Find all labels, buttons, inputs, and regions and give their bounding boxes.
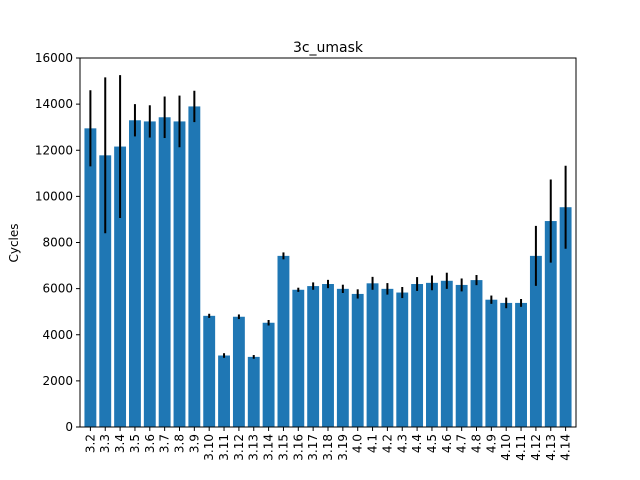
y-tick-label: 8000 — [42, 236, 73, 250]
y-tick-label: 10000 — [35, 189, 73, 203]
x-tick-label: 3.15 — [276, 434, 290, 461]
x-tick-label: 4.14 — [559, 434, 573, 461]
x-tick-label: 4.8 — [470, 434, 484, 453]
bar — [559, 207, 572, 427]
error-bars-group — [89, 75, 567, 359]
x-tick-label: 4.11 — [514, 434, 528, 461]
y-tick-label: 12000 — [35, 143, 73, 157]
x-tick-label: 4.7 — [455, 434, 469, 453]
bar — [158, 117, 171, 427]
bar — [188, 106, 201, 428]
x-tick-label: 4.0 — [351, 434, 365, 453]
y-axis: 0 2000 4000 6000 8000 10000 12000 14000 16000 — [35, 51, 80, 434]
x-tick-label: 3.9 — [187, 434, 201, 453]
bar — [336, 288, 349, 427]
x-tick-label: 3.19 — [336, 434, 350, 461]
x-tick-label: 4.10 — [499, 434, 513, 461]
x-tick-label: 4.2 — [380, 434, 394, 453]
x-tick-label: 3.3 — [98, 434, 112, 453]
bar — [470, 280, 483, 427]
plot-frame — [79, 57, 577, 428]
x-tick-label: 3.16 — [291, 434, 305, 461]
x-tick-label: 4.13 — [544, 434, 558, 461]
bar — [247, 356, 260, 427]
bar — [366, 283, 379, 427]
bar — [114, 146, 127, 427]
x-tick-label: 4.5 — [425, 434, 439, 453]
bar — [307, 286, 320, 427]
bar — [515, 302, 527, 427]
y-tick-label: 4000 — [42, 328, 73, 342]
x-tick-label: 3.17 — [306, 434, 320, 461]
bar — [129, 120, 141, 428]
x-tick-label: 4.6 — [440, 434, 454, 453]
y-tick-label: 6000 — [42, 282, 73, 296]
x-tick-label: 3.6 — [143, 434, 157, 453]
x-tick-label: 4.9 — [484, 434, 498, 453]
bar — [322, 284, 334, 427]
bar — [84, 128, 97, 427]
bar — [455, 284, 468, 427]
x-tick-label: 4.3 — [395, 434, 409, 453]
x-tick-label: 3.14 — [262, 434, 276, 461]
y-tick-label: 2000 — [42, 374, 73, 388]
bar — [218, 355, 230, 427]
x-tick-label: 3.7 — [158, 434, 172, 453]
bar — [292, 289, 305, 427]
x-tick-label: 3.2 — [83, 434, 97, 453]
bar — [500, 302, 513, 427]
x-tick-label: 3.13 — [247, 434, 261, 461]
x-tick-label: 3.4 — [113, 434, 127, 453]
bar — [143, 121, 156, 427]
bar — [426, 282, 438, 427]
x-axis: 3.2 3.3 3.4 3.5 3.6 3.7 3.8 3.9 3.10 3.11 3.12 3.13… — [83, 427, 573, 461]
bar — [232, 316, 245, 427]
bar — [99, 155, 112, 428]
y-tick-label: 0 — [65, 420, 73, 434]
y-axis-label: Cycles — [7, 223, 21, 262]
x-tick-label: 3.10 — [202, 434, 216, 461]
x-tick-label: 3.8 — [172, 434, 186, 453]
x-tick-label: 3.12 — [232, 434, 246, 461]
bar — [351, 293, 364, 427]
chart-title: 3c_umask — [293, 40, 364, 56]
x-tick-label: 3.18 — [321, 434, 335, 461]
bar — [173, 121, 186, 427]
x-tick-label: 4.12 — [529, 434, 543, 461]
bar — [396, 292, 409, 427]
bar — [440, 280, 453, 427]
bar — [411, 284, 424, 427]
x-tick-label: 3.5 — [128, 434, 142, 453]
x-tick-label: 4.4 — [410, 434, 424, 453]
bar — [262, 322, 275, 427]
bar — [203, 315, 216, 427]
bar — [544, 221, 557, 427]
y-tick-label: 14000 — [35, 97, 73, 111]
x-tick-label: 4.1 — [366, 434, 380, 453]
bar — [277, 255, 290, 427]
bar — [529, 255, 542, 427]
x-tick-label: 3.11 — [217, 434, 231, 461]
bars-group — [84, 106, 572, 428]
bar — [381, 288, 394, 427]
bar — [485, 299, 498, 427]
y-tick-label: 16000 — [35, 51, 73, 65]
